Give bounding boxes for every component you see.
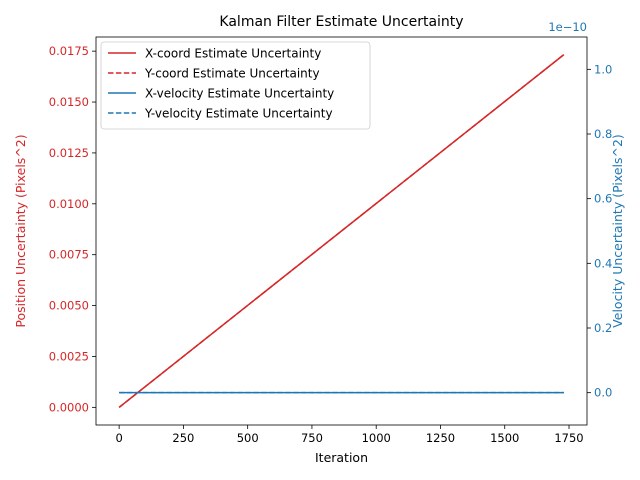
y-axis-left-label: Position Uncertainty (Pixels^2) — [13, 134, 28, 327]
legend-label: Y-coord Estimate Uncertainty — [144, 67, 320, 81]
y-left-tick-label: 0.0100 — [49, 197, 89, 211]
y-left-tick-label: 0.0150 — [49, 95, 89, 109]
y-axis-left: 0.0000 0.0025 0.0050 0.0075 0.0100 0.0125 0.01… — [49, 44, 96, 414]
y-right-tick-label: 0.6 — [594, 192, 612, 206]
legend-label: X-coord Estimate Uncertainty — [145, 47, 321, 61]
y-left-tick-label: 0.0050 — [49, 299, 89, 313]
y-left-tick-label: 0.0125 — [49, 146, 89, 160]
legend: X-coord Estimate Uncertainty Y-coord Esti… — [100, 41, 371, 130]
axes-frame — [95, 36, 588, 426]
y-left-tick-label: 0.0075 — [49, 248, 89, 262]
x-tick-label: 1500 — [490, 431, 519, 445]
series-line-1 — [118, 54, 565, 408]
x-tick-label: 1750 — [554, 431, 583, 445]
right-axis-offset-label: 1e−10 — [548, 20, 587, 34]
x-tick-label: 500 — [237, 431, 259, 445]
x-tick-label: 1000 — [362, 431, 391, 445]
y-left-tick-label: 0.0025 — [49, 349, 89, 363]
y-left-tick-label: 0.0000 — [49, 400, 89, 414]
x-tick-label: 250 — [172, 431, 194, 445]
x-axis: 0 250 500 750 1000 1250 1500 1750 — [115, 425, 584, 445]
y-right-tick-label: 0.4 — [594, 256, 612, 270]
y-axis-right: 0.0 0.2 0.4 0.6 0.8 1.0 — [587, 62, 612, 400]
x-tick-label: 1250 — [426, 431, 455, 445]
x-tick-label: 750 — [301, 431, 323, 445]
y-axis-right-label: Velocity Uncertainty (Pixels^2) — [610, 134, 625, 328]
plot-area — [118, 54, 565, 408]
y-right-tick-label: 0.2 — [594, 321, 612, 335]
y-right-tick-label: 0.8 — [594, 127, 612, 141]
chart-title: Kalman Filter Estimate Uncertainty — [219, 14, 463, 30]
y-right-tick-label: 0.0 — [594, 386, 612, 400]
y-left-tick-label: 0.0175 — [49, 44, 89, 58]
y-right-tick-label: 1.0 — [594, 62, 612, 76]
x-axis-label: Iteration — [315, 450, 368, 465]
legend-label: Y-velocity Estimate Uncertainty — [144, 107, 333, 121]
legend-label: X-velocity Estimate Uncertainty — [145, 87, 334, 101]
legend-box — [100, 41, 371, 130]
x-tick-label: 0 — [115, 431, 122, 445]
